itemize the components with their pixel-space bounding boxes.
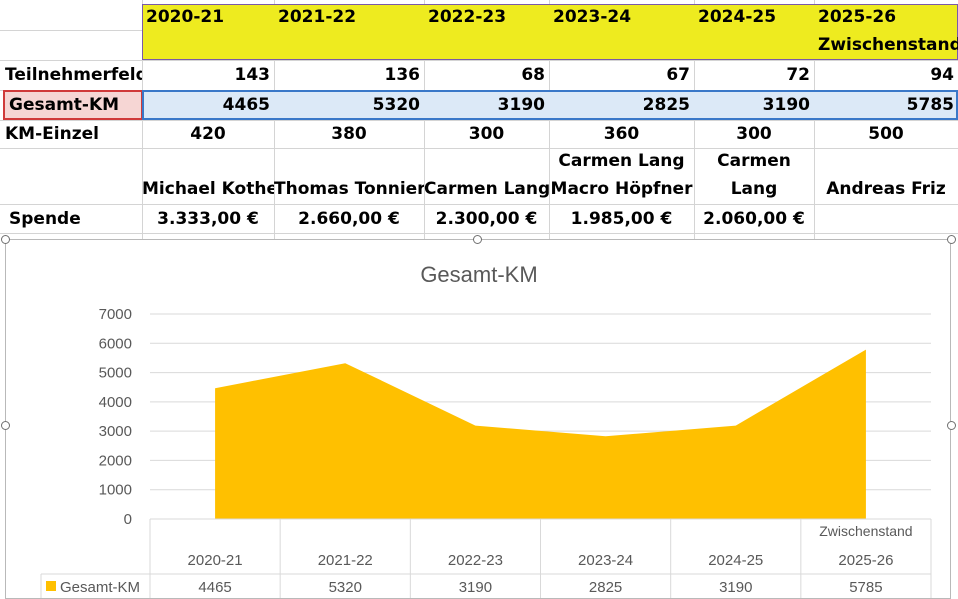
x-category-label: 2024-25: [708, 552, 763, 569]
gridline: [814, 0, 815, 240]
gridline: [0, 233, 958, 234]
gesamt-km-label-frame: [3, 90, 143, 120]
gridline: [424, 0, 425, 240]
name-cell-line2[interactable]: Macro Höpfner: [550, 179, 693, 199]
year-header[interactable]: 2020-21: [146, 7, 225, 27]
km-einzel-cell[interactable]: 360: [603, 124, 640, 144]
gridline: [549, 0, 550, 240]
name-cell[interactable]: Michael Kothe: [142, 179, 274, 199]
name-cell-line1[interactable]: Carmen Lang: [558, 151, 685, 171]
year-header[interactable]: 2022-23: [428, 7, 507, 27]
name-cell[interactable]: Thomas Tonnier: [274, 179, 424, 199]
gesamt-km-cell[interactable]: 5320: [372, 95, 420, 115]
year-header[interactable]: 2023-24: [553, 7, 632, 27]
data-table-value: 3190: [719, 579, 752, 596]
spende-cell[interactable]: 2.660,00 €: [298, 209, 400, 229]
gesamt-km-cell[interactable]: 3190: [497, 95, 545, 115]
gesamt-km-cell[interactable]: 3190: [762, 95, 810, 115]
name-cell[interactable]: Carmen Lang: [424, 179, 549, 199]
y-tick-label: 5000: [99, 365, 132, 382]
y-tick-label: 0: [124, 511, 132, 528]
name-cell-line1[interactable]: Carmen: [717, 151, 791, 171]
area-series-gesamt-km: [215, 349, 866, 519]
x-category-label: 2021-22: [318, 552, 373, 569]
row-label-spende[interactable]: Spende: [9, 209, 81, 229]
area-chart[interactable]: Gesamt-KM 0 1000 2000 3000 4000 5000 6000 7000 2…: [6, 240, 950, 598]
teilnehmer-cell[interactable]: 68: [521, 65, 545, 85]
km-einzel-cell[interactable]: 380: [331, 124, 367, 144]
spende-cell[interactable]: 2.060,00 €: [703, 209, 805, 229]
legend-key-gesamt-km: [46, 581, 56, 591]
y-tick-label: 4000: [99, 394, 132, 411]
resize-handle[interactable]: [1, 421, 10, 430]
resize-handle[interactable]: [1, 235, 10, 244]
km-einzel-cell[interactable]: 300: [736, 124, 772, 144]
chart-object[interactable]: Gesamt-KM 0 1000 2000 3000 4000 5000 6000 7000 2…: [5, 239, 951, 599]
teilnehmer-cell[interactable]: 94: [930, 65, 954, 85]
gridline: [142, 0, 143, 240]
spende-cell[interactable]: 1.985,00 €: [570, 209, 673, 229]
data-table-value: 5320: [329, 579, 362, 596]
data-table-value: 2825: [589, 579, 622, 596]
data-table-value: 3190: [459, 579, 492, 596]
teilnehmer-cell[interactable]: 67: [666, 65, 690, 85]
y-tick-label: 7000: [99, 306, 132, 323]
x-category-label: 2025-26: [838, 552, 893, 569]
data-table-value: 4465: [198, 579, 231, 596]
gesamt-km-cell[interactable]: 2825: [642, 95, 690, 115]
y-tick-label: 3000: [99, 423, 132, 440]
gridline: [0, 148, 958, 149]
name-cell-line2[interactable]: Lang: [730, 179, 778, 199]
teilnehmer-cell[interactable]: 72: [786, 65, 810, 85]
x-category-label: 2020-21: [188, 552, 243, 569]
teilnehmer-cell[interactable]: 136: [384, 65, 421, 85]
y-tick-label: 1000: [99, 482, 132, 499]
gridline: [694, 0, 695, 240]
gridline: [0, 60, 958, 61]
x-category-label: 2022-23: [448, 552, 503, 569]
km-einzel-cell[interactable]: 500: [868, 124, 904, 144]
resize-handle[interactable]: [947, 421, 956, 430]
spende-cell[interactable]: 3.333,00 €: [157, 209, 259, 229]
year-header[interactable]: 2021-22: [278, 7, 357, 27]
gridline: [274, 0, 275, 240]
chart-title[interactable]: Gesamt-KM: [420, 262, 537, 287]
y-tick-label: 6000: [99, 335, 132, 352]
gridline: [0, 120, 958, 121]
x-category-note: Zwischenstand: [819, 523, 912, 539]
teilnehmer-cell[interactable]: 143: [234, 65, 271, 85]
spende-cell[interactable]: 2.300,00 €: [435, 209, 538, 229]
resize-handle[interactable]: [947, 235, 956, 244]
x-category-label: 2023-24: [578, 552, 633, 569]
year-header[interactable]: 2024-25: [698, 7, 777, 27]
name-cell[interactable]: Andreas Friz: [826, 179, 946, 199]
legend-label-gesamt-km: Gesamt-KM: [60, 579, 140, 596]
km-einzel-cell[interactable]: 420: [190, 124, 226, 144]
gridline: [0, 204, 958, 205]
year-header[interactable]: 2025-26: [818, 7, 897, 27]
row-label-gesamt-km[interactable]: Gesamt-KM: [9, 95, 120, 115]
row-label-km-einzel[interactable]: KM-Einzel: [5, 124, 99, 144]
row-label-teilnehmerfeld[interactable]: Teilnehmerfeld: [5, 65, 142, 85]
data-table-value: 5785: [849, 579, 882, 596]
gesamt-km-cell[interactable]: 4465: [222, 95, 270, 115]
resize-handle[interactable]: [473, 235, 482, 244]
y-tick-label: 2000: [99, 452, 132, 469]
status-note-cell[interactable]: Zwischenstand: [818, 35, 958, 55]
gesamt-km-selection: [142, 90, 958, 120]
km-einzel-cell[interactable]: 300: [468, 124, 505, 144]
header-block: [142, 4, 958, 60]
gesamt-km-cell[interactable]: 5785: [906, 95, 954, 115]
